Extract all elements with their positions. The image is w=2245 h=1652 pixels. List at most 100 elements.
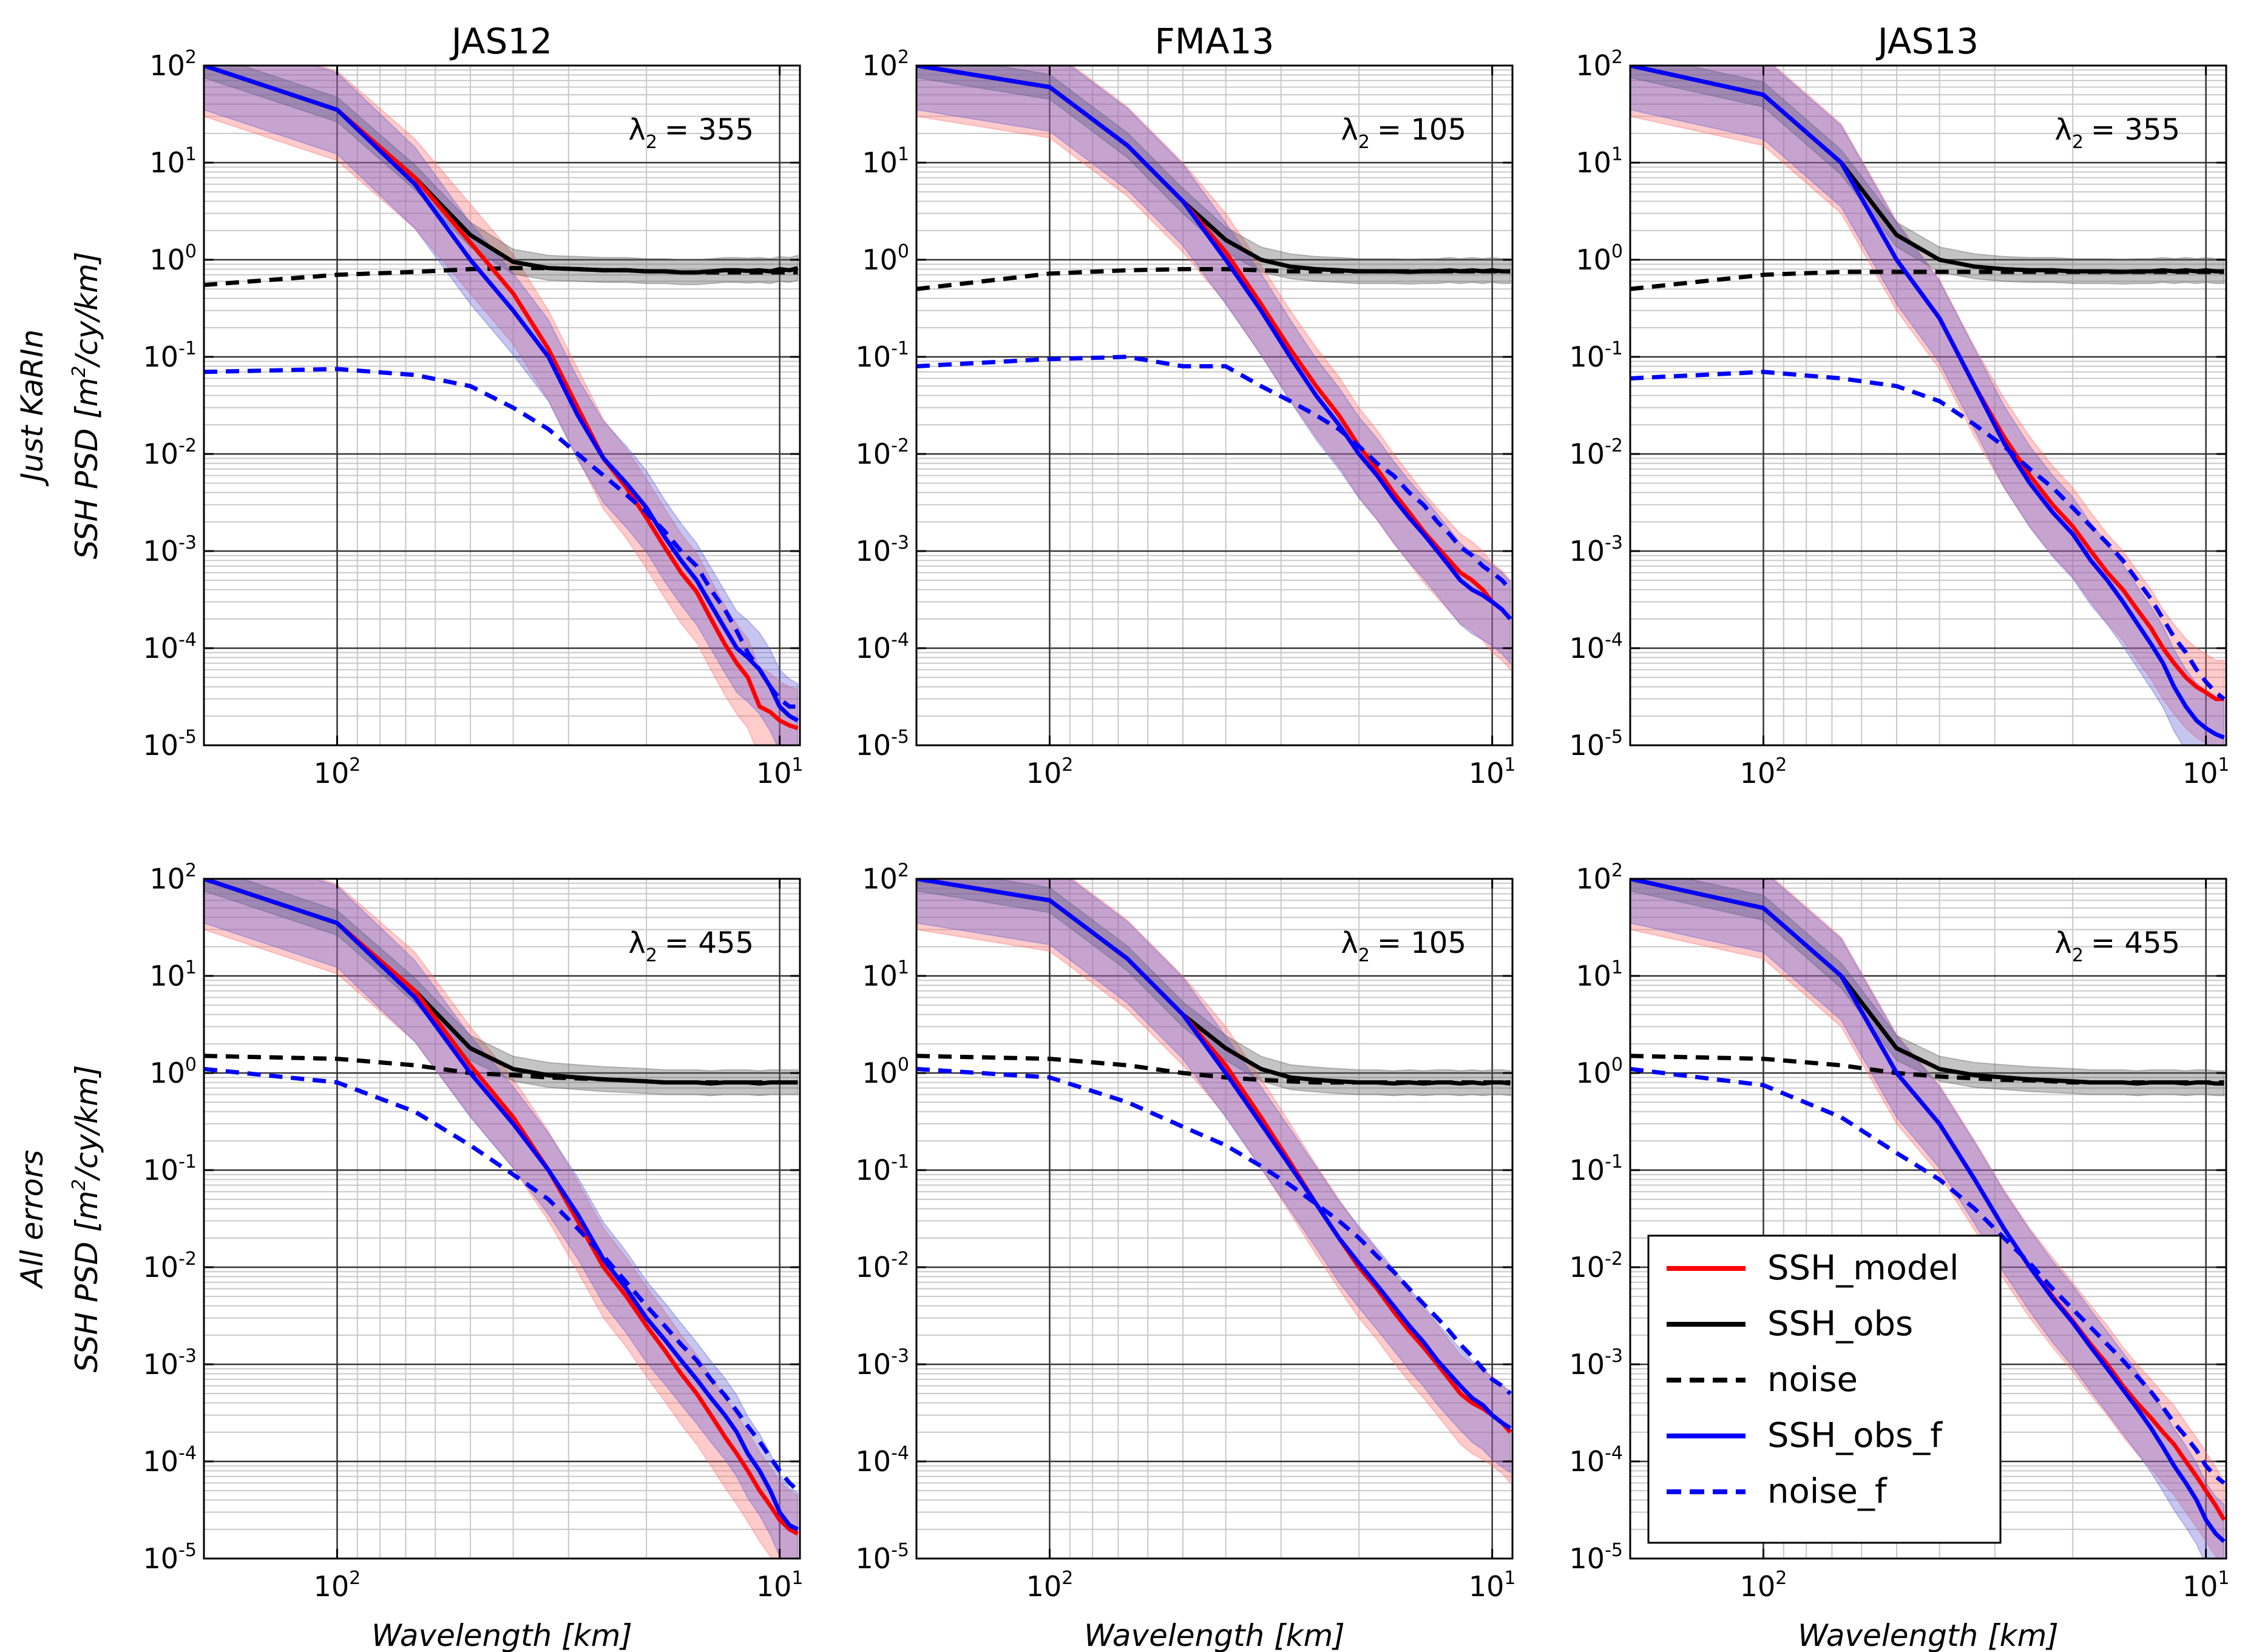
y-tick-label: 101 (862, 144, 909, 179)
x-axis-label: Wavelength [km] (371, 1618, 632, 1652)
band-ssh-model (204, 66, 799, 745)
y-tick-label: 100 (862, 1054, 909, 1089)
panel-r0c1: 102 101 100 10-1 10-2 10-3 10-4 10-5 102 101 λ2 = 1… (856, 47, 1516, 790)
series-ssh-model (1630, 66, 2224, 702)
row-label: Just KaRIn (15, 330, 50, 487)
y-tick-label: 10-2 (143, 435, 197, 470)
x-tick-label: 102 (1026, 754, 1074, 790)
y-tick-label: 100 (1576, 1054, 1623, 1089)
band-ssh-model (916, 879, 1511, 1485)
legend-box (1647, 1234, 2002, 1544)
y-tick-label: 102 (862, 860, 909, 895)
row-label-group: All errors (15, 1150, 50, 1290)
y-tick-label: 102 (1576, 47, 1623, 82)
series-ssh-obs-f (916, 66, 1512, 621)
column-title: JAS13 (1876, 21, 1979, 62)
y-tick-label: 10-2 (856, 1248, 909, 1284)
row-label-group: Just KaRIn (15, 330, 50, 487)
y-tick-label: 101 (1576, 144, 1623, 179)
series-ssh-obs-f (1630, 66, 2225, 740)
band-ssh-obs-f (916, 879, 1511, 1474)
series-ssh-obs (1630, 879, 2224, 1086)
panel-r1c2: 102 101 100 10-1 10-2 10-3 10-4 10-5 102 101 λ2 = 4… (1569, 860, 2230, 1652)
legend-label: SSH_obs_f (1767, 1416, 1943, 1455)
y-tick-label: 101 (149, 957, 197, 992)
band-ssh-obs (916, 879, 1511, 1097)
y-tick-label: 10-5 (856, 726, 909, 762)
x-tick-label: 102 (1026, 1568, 1074, 1603)
lambda-annotation: λ2 = 355 (2054, 113, 2180, 153)
y-tick-label: 10-3 (1569, 1346, 1623, 1381)
y-tick-label: 102 (149, 860, 197, 895)
series-ssh-obs-f (204, 879, 799, 1531)
grid-r1c0 (204, 879, 800, 1559)
y-tick-label: 10-4 (143, 1443, 197, 1478)
legend-label: noise (1767, 1360, 1858, 1400)
y-tick-label: 100 (149, 1054, 197, 1089)
series-noise-f (1630, 370, 2226, 701)
plot-frame (203, 878, 801, 1560)
row-label: All errors (15, 1150, 50, 1290)
column-title: JAS12 (450, 21, 552, 62)
series-ssh-obs (916, 66, 1511, 274)
y-axis-label: SSH PSD [m2/cy/km] (69, 252, 104, 560)
band-ssh-obs-f (1630, 879, 2225, 1559)
x-tick-label: 102 (1740, 1568, 1787, 1603)
y-tick-label: 101 (1576, 957, 1623, 992)
column-title: FMA13 (1155, 21, 1275, 62)
panel-r0c0: 102 101 100 10-1 10-2 10-3 10-4 10-5 102 101 λ2 = 3… (143, 47, 804, 790)
y-tick-label: 10-5 (1569, 1540, 1623, 1575)
labels-layer: JAS12 FMA13 JAS13 Just KaRIn SSH PSD [m2/cy/… (15, 21, 1979, 1372)
band-ssh-obs (204, 879, 799, 1097)
x-tick-label: 102 (314, 1568, 361, 1603)
y-tick-label: 10-2 (1569, 1248, 1623, 1284)
y-tick-label: 10-5 (856, 1540, 909, 1575)
y-axis-label: SSH PSD [m2/cy/km] (69, 1065, 104, 1373)
x-tick-label: 101 (1469, 754, 1516, 790)
series-noise-f (204, 367, 798, 709)
lambda-annotation: λ2 = 105 (1341, 926, 1466, 966)
y-tick-label: 10-4 (856, 1443, 909, 1478)
series-ssh-model (204, 879, 799, 1536)
grid-r0c1 (916, 66, 1512, 745)
y-tick-label: 101 (149, 144, 197, 179)
x-tick-label: 101 (756, 1568, 804, 1603)
y-tick-label: 10-2 (856, 435, 909, 470)
y-tick-label: 10-5 (143, 1540, 197, 1575)
y-tick-label: 10-4 (1569, 1443, 1623, 1478)
series-ssh-obs (204, 879, 798, 1086)
series-ssh-obs-f (204, 66, 799, 723)
series-ssh-obs-f (1630, 879, 2226, 1543)
y-tick-label: 100 (862, 241, 909, 276)
y-tick-label: 100 (149, 241, 197, 276)
lambda-annotation: λ2 = 455 (628, 926, 754, 966)
plot-frame (1629, 878, 2227, 1560)
band-ssh-obs (1630, 879, 2225, 1097)
x-tick-label: 102 (314, 754, 361, 790)
legend-label: noise_f (1767, 1472, 1888, 1511)
plot-frame (915, 64, 1514, 746)
y-tick-label: 10-3 (856, 1346, 909, 1381)
y-tick-label: 10-4 (856, 629, 909, 665)
band-ssh-model (204, 879, 799, 1559)
y-tick-label: 10-1 (143, 338, 197, 373)
plot-frame (1629, 64, 2227, 746)
x-tick-label: 101 (756, 754, 804, 790)
band-ssh-model (1630, 66, 2225, 745)
plot-frame (915, 878, 1514, 1560)
series-noise-f (916, 1066, 1512, 1395)
lambda-annotation: λ2 = 455 (2054, 926, 2180, 966)
y-tick-label: 10-4 (143, 629, 197, 665)
series-ssh-obs (916, 879, 1511, 1086)
x-axis-label: Wavelength [km] (1798, 1618, 2059, 1652)
lambda-annotation: λ2 = 105 (1341, 113, 1466, 153)
series-ssh-obs (204, 66, 799, 275)
series-ssh-obs (1630, 66, 2224, 274)
x-tick-label: 101 (2182, 754, 2230, 790)
band-ssh-obs-f (916, 66, 1511, 665)
band-ssh-model (1630, 879, 2225, 1559)
grid-r1c1 (916, 879, 1512, 1559)
x-tick-label: 101 (2182, 1568, 2230, 1603)
